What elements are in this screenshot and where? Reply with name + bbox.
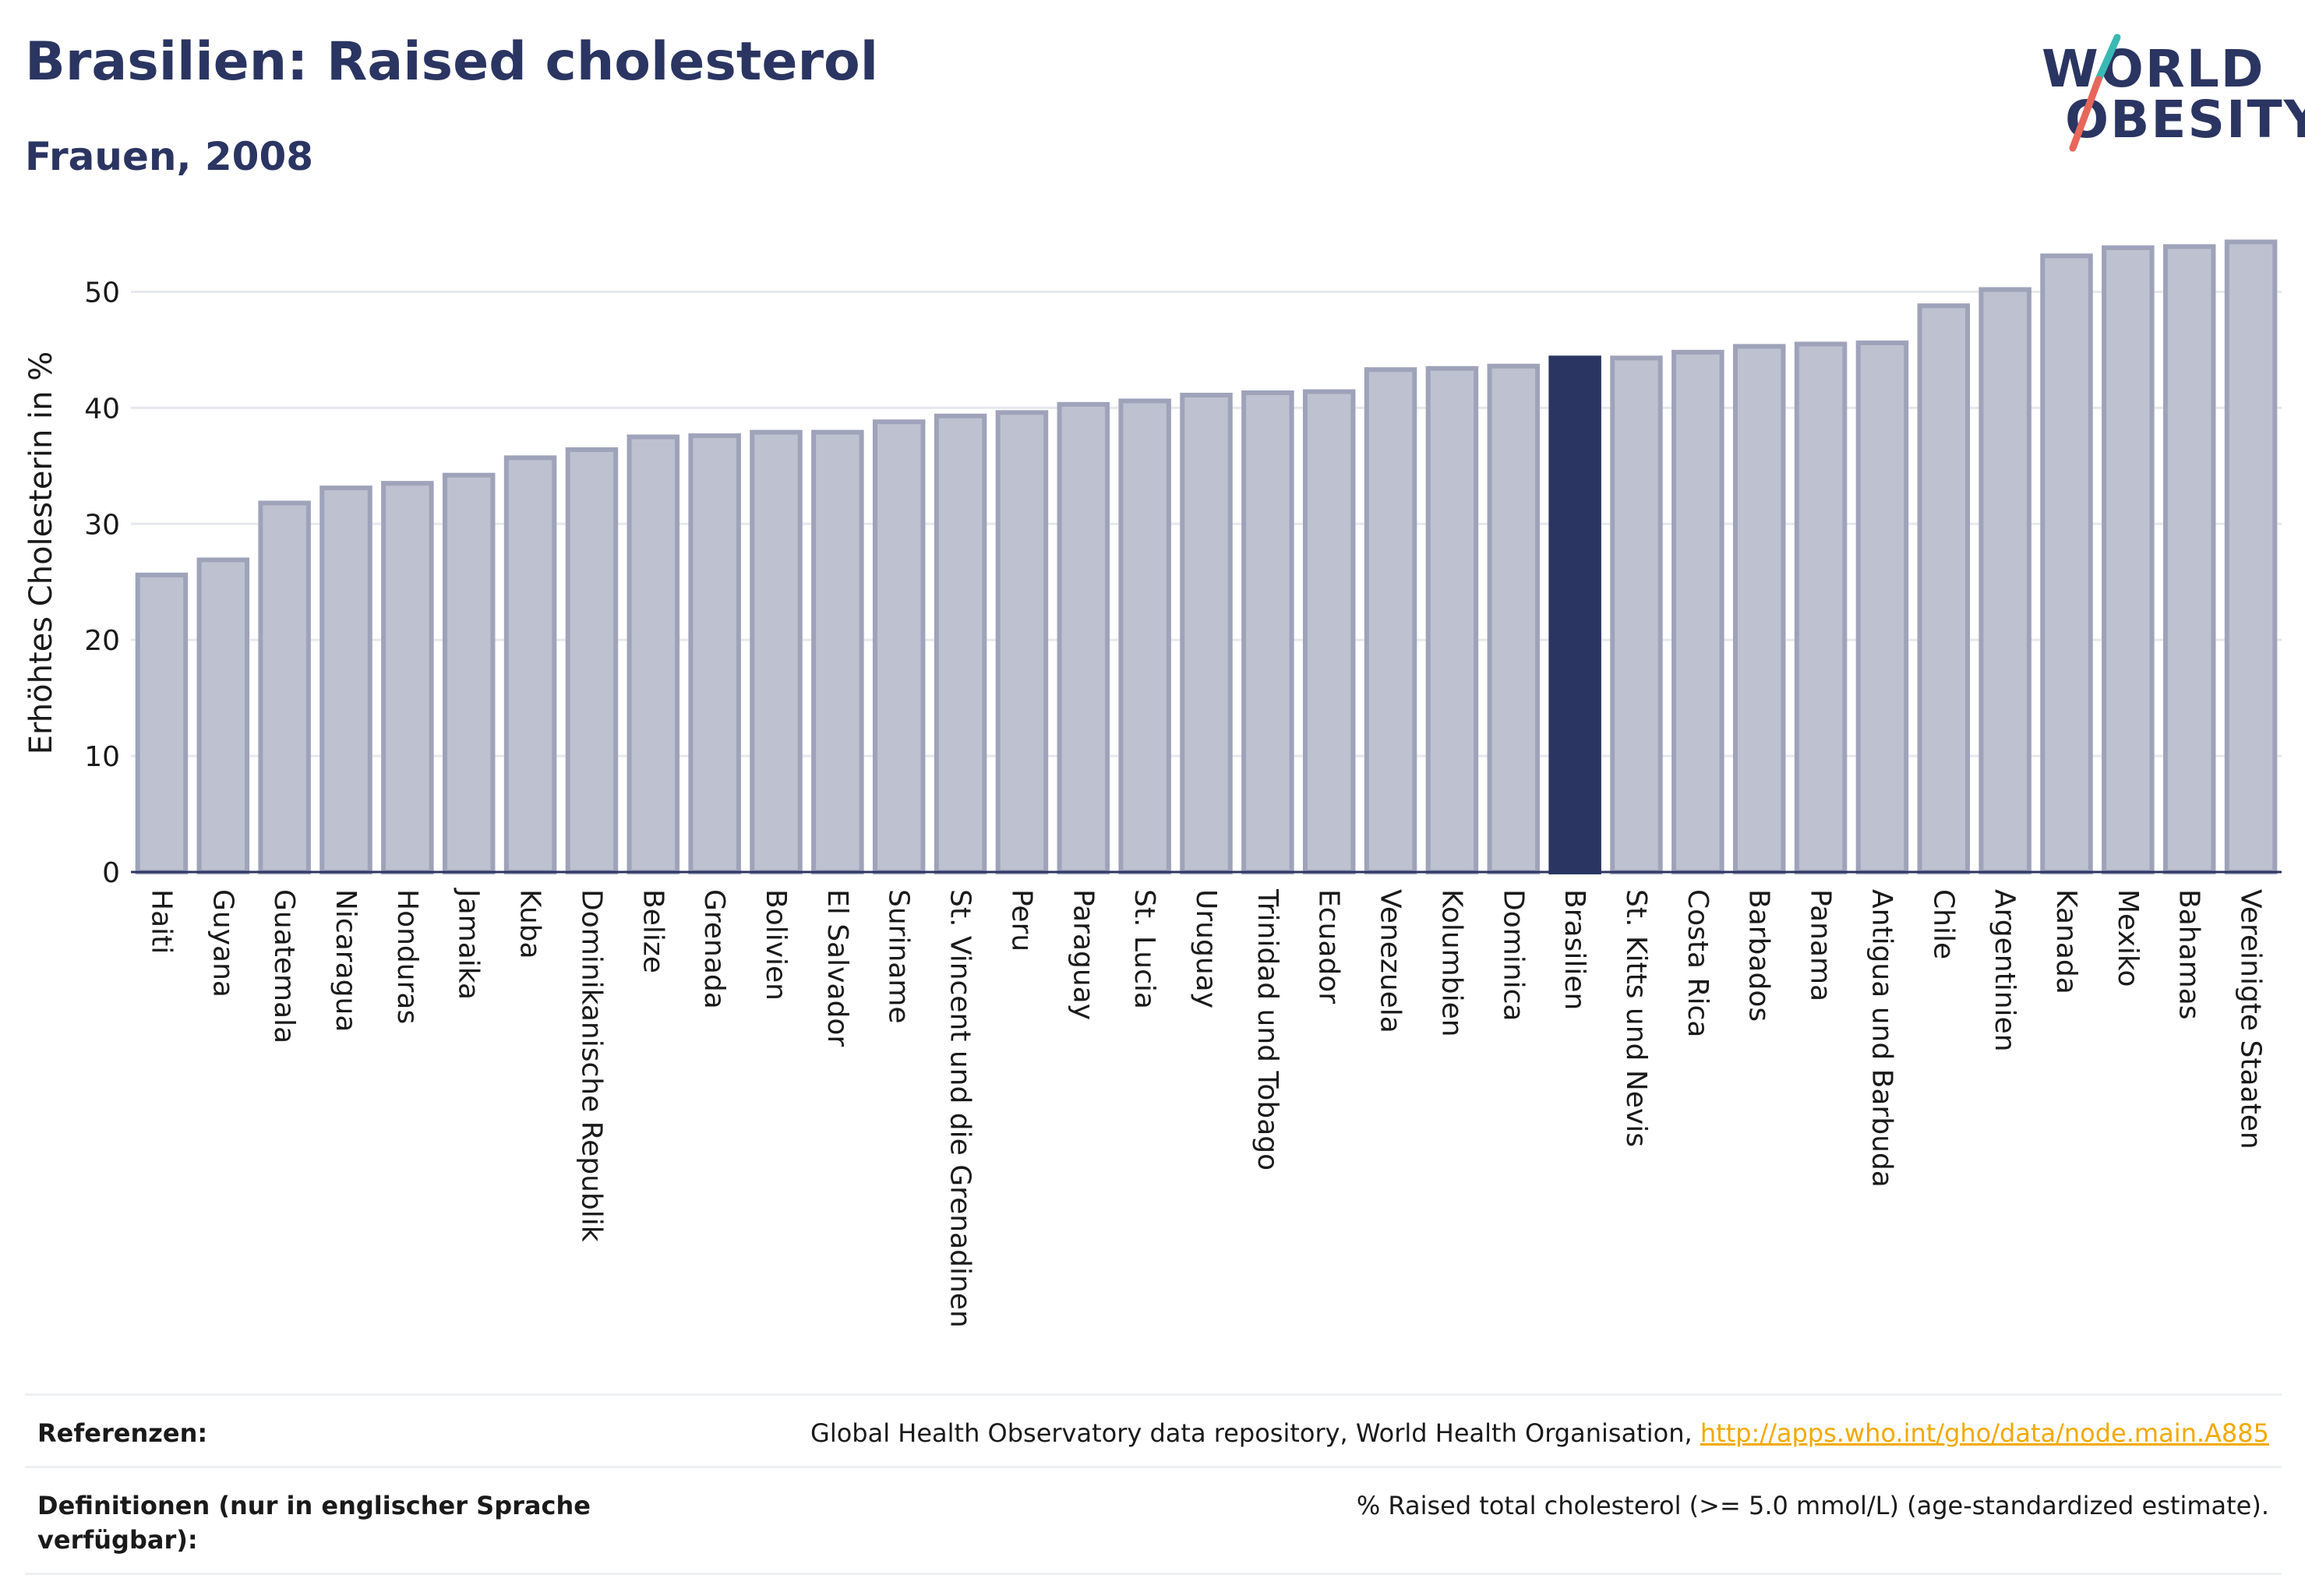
x-tick-label: Guyana: [206, 889, 238, 998]
bar-uruguay: [1180, 392, 1233, 874]
bar-kuba: [503, 455, 557, 874]
bar-guatemala: [258, 500, 311, 874]
x-tick-label: Brasilien: [1558, 889, 1590, 1010]
x-tick-label: Argentinien: [1989, 889, 2021, 1052]
x-tick-label: Suriname: [883, 889, 915, 1024]
y-tick-label: 10: [84, 741, 120, 773]
x-tick-label: St. Vincent und die Grenadinen: [944, 889, 976, 1328]
x-tick-label: Ecuador: [1313, 889, 1345, 1004]
references-text: Global Health Observatory data repositor…: [810, 1418, 1700, 1448]
bar-ecuador: [1302, 389, 1356, 874]
x-tick-label: Chile: [1927, 889, 1959, 959]
x-tick-label: Mexiko: [2112, 889, 2144, 987]
references-link[interactable]: http://apps.who.int/gho/data/node.main.A…: [1700, 1418, 2269, 1448]
references-label: Referenzen:: [37, 1418, 208, 1448]
logo-slash-icon: [2069, 34, 2121, 152]
bar-brasilien: [1548, 355, 1601, 875]
bar-bolivien: [750, 429, 803, 875]
x-tick-label: Kanada: [2050, 889, 2082, 994]
x-tick-label: Uruguay: [1190, 889, 1222, 1008]
bar-venezuela: [1364, 367, 1417, 874]
x-tick-label: Guatemala: [268, 889, 300, 1043]
x-tick-label: Kolumbien: [1435, 889, 1467, 1037]
bar-panama: [1794, 341, 1848, 875]
x-tick-label: Trinidad und Tobago: [1251, 888, 1283, 1171]
bar-nicaragua: [319, 486, 372, 874]
x-tick-label: Vereinigte Staaten: [2235, 889, 2267, 1149]
references-value: Global Health Observatory data repositor…: [810, 1416, 2269, 1450]
x-tick-label: Bolivien: [760, 889, 792, 1001]
bar-costa-rica: [1671, 349, 1724, 874]
x-tick-label: Antigua und Barbuda: [1866, 889, 1897, 1188]
x-tick-label: Jamaika: [453, 888, 485, 1000]
chart-subtitle: Frauen, 2008: [25, 134, 314, 179]
x-tick-label: Belize: [637, 889, 669, 973]
bar-guyana: [196, 557, 250, 874]
y-axis-label: Erhöhtes Cholesterin in %: [23, 351, 59, 754]
x-tick-label: St. Lucia: [1128, 889, 1160, 1009]
bar-kanada: [2040, 253, 2093, 874]
world-obesity-logo: WORLD OBESITY: [2026, 31, 2305, 164]
bar-kolumbien: [1425, 365, 1479, 874]
definitions-value: % Raised total cholesterol (>= 5.0 mmol/…: [1356, 1491, 2269, 1520]
bar-el-salvador: [811, 429, 864, 875]
bar-antigua-und-barbuda: [1855, 340, 1909, 874]
references-row: Referenzen: Global Health Observatory da…: [25, 1393, 2282, 1466]
bar-dominica: [1487, 363, 1541, 875]
x-tick-label: Dominica: [1497, 889, 1529, 1022]
bar-vereinigte-staaten: [2224, 239, 2278, 874]
x-tick-label: Panama: [1805, 889, 1837, 1001]
bar-mexiko: [2102, 245, 2155, 875]
bar-argentinien: [1978, 287, 2031, 874]
logo-line-1: WORLD: [2042, 39, 2265, 99]
x-tick-label: Dominikanische Republik: [575, 889, 607, 1242]
bar-belize: [627, 434, 680, 875]
x-tick-label: Haiti: [145, 889, 177, 954]
y-tick-label: 40: [84, 393, 120, 425]
bar-trinidad-und-tobago: [1241, 390, 1294, 875]
x-tick-label: St. Kitts und Nevis: [1620, 889, 1652, 1147]
x-tick-label: Peru: [1005, 889, 1037, 952]
x-tick-label: Costa Rica: [1682, 889, 1714, 1037]
x-tick-label: Grenada: [698, 889, 730, 1009]
bar-chart: 0 10 20 30 40 50 Erhöhtes Cholesterin in % Hait…: [23, 239, 2282, 1328]
x-tick-label: Paraguay: [1067, 889, 1099, 1020]
bar-haiti: [135, 572, 189, 874]
y-tick-label: 50: [84, 277, 120, 309]
bar-bahamas: [2162, 244, 2216, 874]
x-tick-label: Bahamas: [2173, 889, 2205, 1020]
bar-suriname: [872, 419, 926, 874]
definitions-row: Definitionen (nur in englischer Sprache …: [25, 1466, 2282, 1575]
bar-st-vincent-und-die-grenadinen: [934, 413, 987, 874]
bar-honduras: [381, 481, 434, 874]
bar-jamaika: [442, 472, 496, 874]
x-tick-label: Kuba: [514, 889, 546, 959]
definitions-label: Definitionen (nur in englischer Sprache …: [37, 1491, 591, 1555]
x-tick-label: Barbados: [1743, 889, 1775, 1022]
chart-title: Brasilien: Raised cholesterol: [25, 31, 879, 93]
x-tick-label: Honduras: [391, 889, 423, 1024]
bar-grenada: [688, 433, 741, 874]
bar-barbados: [1732, 344, 1786, 874]
bar-chile: [1917, 303, 1971, 875]
logo-line-2: OBESITY: [2065, 90, 2305, 150]
x-tick-label: Nicaragua: [330, 889, 362, 1032]
bar-dominikanische-republik: [565, 447, 619, 875]
bar-peru: [995, 410, 1049, 874]
bar-st-lucia: [1118, 398, 1171, 874]
bar-st-kitts-und-nevis: [1610, 355, 1663, 875]
references-table: Referenzen: Global Health Observatory da…: [25, 1393, 2282, 1575]
x-tick-label: Venezuela: [1375, 889, 1407, 1033]
bar-paraguay: [1057, 401, 1110, 874]
y-tick-label: 30: [84, 509, 120, 541]
y-tick-label: 0: [102, 857, 120, 889]
x-tick-label: El Salvador: [821, 889, 853, 1047]
y-tick-label: 20: [84, 625, 120, 657]
